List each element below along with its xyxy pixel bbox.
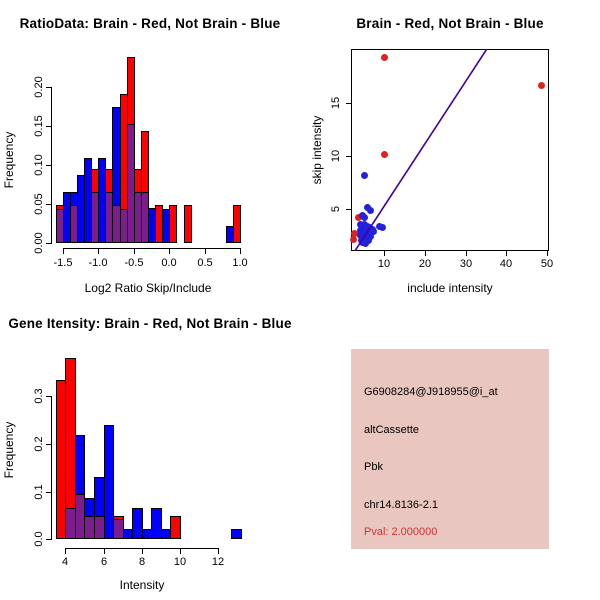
info-line: G6908284@J918955@i_at <box>364 386 498 398</box>
x-axis-tick <box>425 251 426 256</box>
y-axis-tick <box>346 103 351 104</box>
y-axis-tick <box>46 396 51 397</box>
scatter-point <box>362 240 369 247</box>
hist-bar <box>132 508 143 539</box>
x-axis-tick <box>547 251 548 256</box>
scatter-xlabel: include intensity <box>407 281 493 295</box>
x-tick-label: 8 <box>138 556 146 568</box>
x-tick-label: 30 <box>459 258 473 270</box>
x-axis-tick <box>218 548 219 554</box>
x-tick-label: -0.5 <box>124 257 144 269</box>
y-axis-tick <box>46 204 51 205</box>
y-axis-tick <box>46 539 51 540</box>
hist-bar <box>169 205 177 243</box>
x-tick-label: 20 <box>418 258 432 270</box>
x-axis-tick <box>506 251 507 256</box>
scatter-point <box>361 214 368 221</box>
x-tick-label: 1.0 <box>232 257 248 269</box>
info-line: Pval: 2.000000 <box>364 526 438 538</box>
y-tick-label: 0.3 <box>33 388 45 404</box>
x-axis-tick <box>98 248 99 254</box>
ratio-hist-ylabel: Frequency <box>2 131 16 189</box>
scatter-point <box>381 54 388 61</box>
y-axis <box>51 396 52 540</box>
info-panel <box>351 349 549 549</box>
y-tick-label: 0.20 <box>33 76 45 98</box>
y-axis-tick <box>46 87 51 88</box>
scatter-point <box>379 224 386 231</box>
x-axis-tick <box>466 251 467 256</box>
hist-bar <box>151 508 162 539</box>
hist-bar <box>233 205 241 243</box>
x-tick-label: 6 <box>100 556 108 568</box>
y-tick-label: 0.15 <box>33 115 45 137</box>
y-axis <box>51 87 52 244</box>
x-axis-tick <box>142 548 143 554</box>
info-line: chr14.8136-2.1 <box>364 499 438 511</box>
ratio-hist-title: RatioData: Brain - Red, Not Brain - Blue <box>19 16 281 31</box>
y-tick-label: 0.2 <box>33 436 45 452</box>
y-axis-tick <box>346 209 351 210</box>
x-tick-label: 4 <box>61 556 69 568</box>
scatter-point <box>538 82 545 89</box>
y-tick-label: 5 <box>330 205 342 213</box>
y-axis-tick <box>46 444 51 445</box>
y-axis-tick <box>346 156 351 157</box>
y-axis-tick <box>46 243 51 244</box>
info-line: altCassette <box>364 424 420 436</box>
x-tick-label: -1.5 <box>53 257 73 269</box>
x-axis-tick <box>134 248 135 254</box>
x-axis-tick <box>205 248 206 254</box>
x-tick-label: 10 <box>173 556 187 568</box>
x-tick-label: 0.5 <box>197 257 213 269</box>
scatter-point <box>350 236 357 243</box>
hist-bar <box>104 425 114 539</box>
scatter-point <box>361 172 368 179</box>
x-tick-label: 0.0 <box>161 257 177 269</box>
x-axis-tick <box>384 251 385 256</box>
x-axis-tick <box>104 548 105 554</box>
ratio-hist-xlabel: Log2 Ratio Skip/Include <box>84 281 212 295</box>
x-axis-tick <box>180 548 181 554</box>
scatter-point <box>381 151 388 158</box>
x-axis-tick <box>240 248 241 254</box>
gene-hist-xlabel: Intensity <box>119 578 165 592</box>
scatter-point <box>367 207 374 214</box>
scatter-ylabel: skip intensity <box>310 115 324 185</box>
x-axis-tick <box>65 548 66 554</box>
hist-bar <box>184 205 192 243</box>
x-tick-label: 40 <box>499 258 513 270</box>
hist-bar <box>231 529 242 539</box>
y-tick-label: 0.1 <box>33 484 45 500</box>
gene-hist-ylabel: Frequency <box>2 421 16 479</box>
x-tick-label: -1.0 <box>88 257 108 269</box>
y-tick-label: 0.05 <box>33 193 45 215</box>
y-axis-tick <box>46 126 51 127</box>
y-tick-label: 0.0 <box>33 531 45 547</box>
scatter-title: Brain - Red, Not Brain - Blue <box>356 16 544 31</box>
x-tick-label: 50 <box>540 258 554 270</box>
x-tick-label: 12 <box>211 556 225 568</box>
y-tick-label: 15 <box>330 96 342 110</box>
y-tick-label: 10 <box>330 149 342 163</box>
x-axis <box>63 248 241 249</box>
gene-hist-title: Gene Itensity: Brain - Red, Not Brain - … <box>8 316 292 331</box>
scatter-plot-box <box>351 49 549 251</box>
y-tick-label: 0.10 <box>33 154 45 176</box>
hist-bar <box>170 516 181 539</box>
x-tick-label: 10 <box>377 258 391 270</box>
x-axis-tick <box>63 248 64 254</box>
y-axis-tick <box>46 492 51 493</box>
y-axis-tick <box>46 165 51 166</box>
info-line: Pbk <box>364 461 383 473</box>
x-axis-tick <box>169 248 170 254</box>
